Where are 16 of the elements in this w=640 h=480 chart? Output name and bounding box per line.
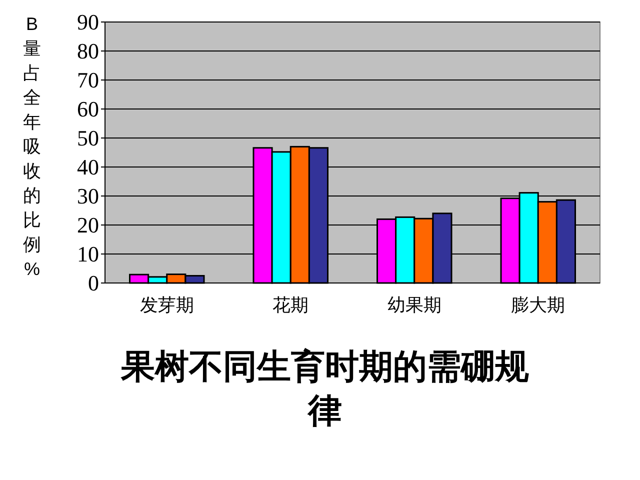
- y-tick-label: 70: [77, 68, 99, 92]
- x-tick-label: 花期: [272, 295, 309, 315]
- x-tick-label: 发芽期: [140, 295, 194, 315]
- y-tick-label: 20: [77, 212, 99, 238]
- y-tick-label: 60: [77, 96, 99, 122]
- x-tick-label: 幼果期: [387, 295, 442, 315]
- y-tick-label: 10: [77, 242, 99, 266]
- y-tick-label: 30: [77, 184, 99, 208]
- y-tick-label: 90: [77, 10, 99, 34]
- y-tick-label: 0: [88, 270, 99, 296]
- text: 果树不同生育时期的需硼规律: [120, 346, 530, 433]
- y-tick-label: 80: [77, 38, 99, 64]
- y-tick-label: 50: [77, 126, 99, 150]
- x-tick-label: 膨大期: [511, 295, 566, 315]
- text: B量占全年吸收的比例%: [23, 14, 41, 279]
- y-tick-label: 40: [77, 154, 99, 180]
